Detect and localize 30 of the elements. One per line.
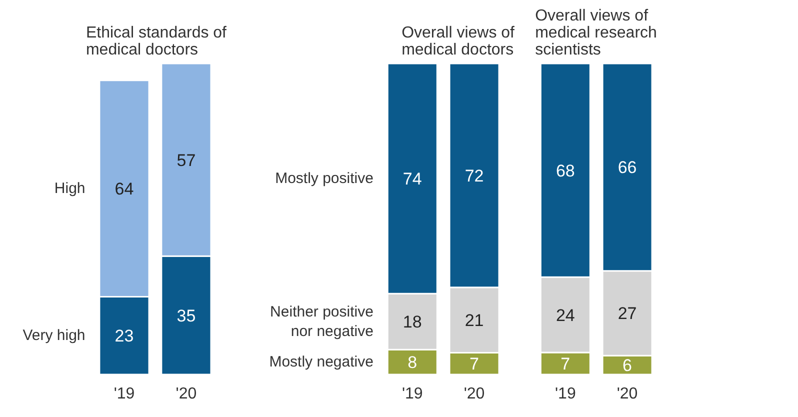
data-label: 74 — [402, 170, 422, 189]
data-label: 8 — [408, 353, 418, 372]
data-label: 18 — [402, 312, 422, 332]
series-label: Mostly positive — [275, 170, 374, 188]
data-label: 35 — [176, 306, 196, 326]
series-label: Very high — [22, 327, 86, 344]
series-label: Mostly negative — [269, 354, 374, 371]
x-tick-label: '20 — [464, 386, 485, 402]
x-tick-label: '19 — [114, 386, 135, 402]
data-label: 66 — [618, 158, 637, 178]
x-tick-label: '20 — [616, 386, 638, 402]
data-label: 64 — [114, 180, 134, 199]
x-tick-label: '19 — [554, 386, 576, 402]
data-label: 57 — [176, 150, 196, 170]
series-label: Neither positive nor negative — [270, 303, 374, 340]
series-label: High — [54, 180, 86, 198]
chart-title: Overall views of medical doctors — [402, 24, 516, 58]
data-label: 7 — [470, 354, 480, 374]
x-tick-label: '19 — [402, 386, 423, 402]
data-label: 6 — [622, 356, 632, 376]
data-label: 23 — [114, 326, 134, 346]
data-label: 68 — [556, 161, 575, 180]
data-label: 27 — [618, 304, 637, 324]
chart-title: Ethical standards of medical doctors — [86, 24, 228, 58]
data-label: 24 — [556, 306, 575, 325]
x-tick-label: '20 — [176, 386, 197, 402]
data-label: 21 — [464, 311, 484, 330]
data-label: 7 — [560, 354, 570, 374]
data-label: 72 — [464, 166, 484, 186]
chart-title: Overall views of medical research scientists — [535, 8, 657, 58]
